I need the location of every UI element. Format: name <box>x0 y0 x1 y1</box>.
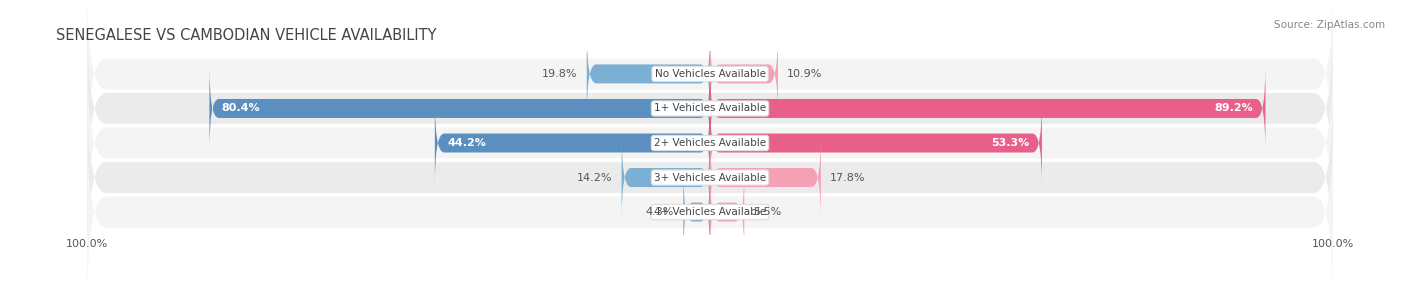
Text: 14.2%: 14.2% <box>576 172 612 182</box>
FancyBboxPatch shape <box>434 101 710 185</box>
FancyBboxPatch shape <box>621 135 710 220</box>
Text: 89.2%: 89.2% <box>1215 104 1253 114</box>
Text: 10.9%: 10.9% <box>787 69 823 79</box>
Text: Source: ZipAtlas.com: Source: ZipAtlas.com <box>1274 20 1385 30</box>
FancyBboxPatch shape <box>710 135 821 220</box>
FancyBboxPatch shape <box>87 0 1333 162</box>
FancyBboxPatch shape <box>710 32 778 116</box>
Text: 19.8%: 19.8% <box>541 69 578 79</box>
FancyBboxPatch shape <box>586 32 710 116</box>
Text: 1+ Vehicles Available: 1+ Vehicles Available <box>654 104 766 114</box>
Text: 4+ Vehicles Available: 4+ Vehicles Available <box>654 207 766 217</box>
Text: 5.5%: 5.5% <box>754 207 782 217</box>
FancyBboxPatch shape <box>683 170 710 254</box>
Text: 44.2%: 44.2% <box>447 138 486 148</box>
Text: 53.3%: 53.3% <box>991 138 1029 148</box>
FancyBboxPatch shape <box>87 55 1333 231</box>
Text: 2+ Vehicles Available: 2+ Vehicles Available <box>654 138 766 148</box>
FancyBboxPatch shape <box>209 66 710 151</box>
FancyBboxPatch shape <box>87 90 1333 266</box>
FancyBboxPatch shape <box>710 101 1042 185</box>
FancyBboxPatch shape <box>87 124 1333 286</box>
Text: 80.4%: 80.4% <box>222 104 260 114</box>
Text: SENEGALESE VS CAMBODIAN VEHICLE AVAILABILITY: SENEGALESE VS CAMBODIAN VEHICLE AVAILABI… <box>56 28 437 43</box>
Text: 3+ Vehicles Available: 3+ Vehicles Available <box>654 172 766 182</box>
FancyBboxPatch shape <box>710 170 744 254</box>
Legend: Senegalese, Cambodian: Senegalese, Cambodian <box>614 283 806 286</box>
Text: No Vehicles Available: No Vehicles Available <box>655 69 765 79</box>
FancyBboxPatch shape <box>710 66 1265 151</box>
Text: 17.8%: 17.8% <box>830 172 866 182</box>
Text: 4.3%: 4.3% <box>645 207 673 217</box>
FancyBboxPatch shape <box>87 20 1333 196</box>
